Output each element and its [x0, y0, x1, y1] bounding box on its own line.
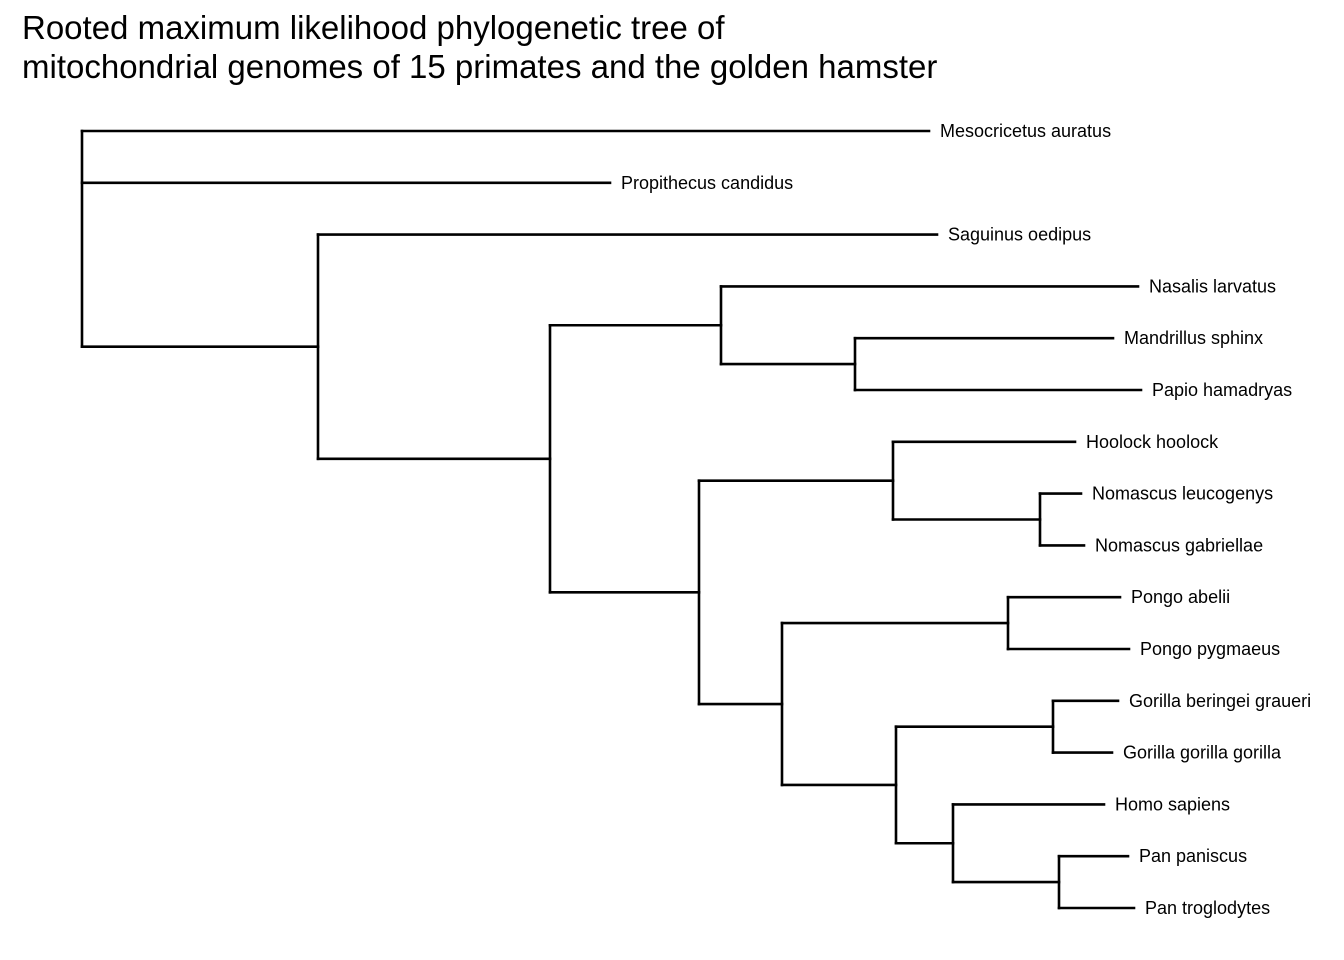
- tip-label-nasalis: Nasalis larvatus: [1149, 276, 1276, 296]
- tip-label-papio: Papio hamadryas: [1152, 380, 1292, 400]
- tip-label-pan-troglodytes: Pan troglodytes: [1145, 898, 1270, 918]
- tip-labels: Mesocricetus auratus Propithecus candidus…: [621, 121, 1311, 918]
- tree-branches: [80, 129, 1143, 910]
- tip-label-saguinus: Saguinus oedipus: [948, 225, 1091, 245]
- tip-label-mesocricetus: Mesocricetus auratus: [940, 121, 1111, 141]
- tip-label-pongo-pygmaeus: Pongo pygmaeus: [1140, 639, 1280, 659]
- tip-label-nomascus-leucogenys: Nomascus leucogenys: [1092, 484, 1273, 504]
- tip-label-hoolock: Hoolock hoolock: [1086, 432, 1219, 452]
- tip-label-homo: Homo sapiens: [1115, 794, 1230, 814]
- figure-title-line-2: mitochondrial genomes of 15 primates and…: [22, 48, 938, 85]
- figure-title-line-1: Rooted maximum likelihood phylogenetic t…: [22, 9, 725, 46]
- tip-label-pan-paniscus: Pan paniscus: [1139, 846, 1247, 866]
- tip-label-mandrillus: Mandrillus sphinx: [1124, 328, 1263, 348]
- figure-title: Rooted maximum likelihood phylogenetic t…: [22, 8, 937, 86]
- tip-label-gorilla-beringei: Gorilla beringei graueri: [1129, 691, 1311, 711]
- tip-label-pongo-abelii: Pongo abelii: [1131, 587, 1230, 607]
- tip-label-propithecus: Propithecus candidus: [621, 173, 793, 193]
- tip-label-gorilla-gorilla: Gorilla gorilla gorilla: [1123, 743, 1282, 763]
- tip-label-nomascus-gabriellae: Nomascus gabriellae: [1095, 535, 1263, 555]
